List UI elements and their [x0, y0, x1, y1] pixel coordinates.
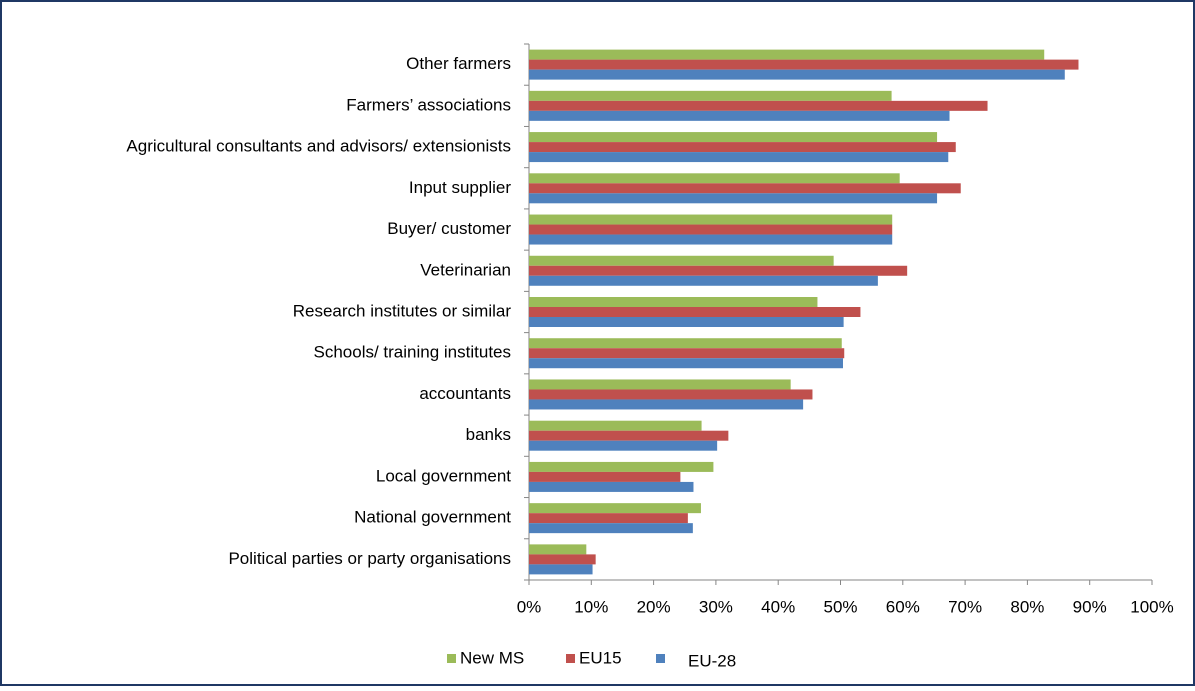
y-tick-label: Agricultural consultants and advisors/ e… — [126, 137, 511, 156]
bar — [529, 234, 893, 245]
bar — [529, 152, 949, 163]
legend-label: EU-28 — [688, 651, 736, 670]
bar — [529, 481, 694, 492]
y-tick-label: Political parties or party organisations — [228, 549, 511, 568]
x-tick-label: 40% — [761, 597, 795, 616]
legend-swatch — [566, 654, 575, 663]
x-tick-label: 90% — [1073, 597, 1107, 616]
y-tick-label: Farmers’ associations — [346, 95, 511, 114]
y-tick-label: Schools/ training institutes — [314, 343, 512, 362]
bar — [529, 554, 596, 565]
bar — [529, 430, 729, 441]
x-tick-label: 80% — [1010, 597, 1044, 616]
bar — [529, 224, 893, 235]
y-tick-label: Local government — [376, 466, 511, 485]
x-tick-label: 60% — [886, 597, 920, 616]
legend-swatch — [447, 654, 456, 663]
bar — [529, 420, 702, 431]
y-tick-label: Other farmers — [406, 54, 511, 73]
legend-label: New MS — [460, 648, 524, 667]
x-tick-label: 20% — [637, 597, 671, 616]
bar — [529, 379, 791, 390]
bar — [529, 471, 681, 482]
x-tick-label: 30% — [699, 597, 733, 616]
y-tick-label: Research institutes or similar — [293, 301, 512, 320]
y-tick-label: Veterinarian — [420, 260, 511, 279]
bar — [529, 265, 908, 276]
legend-label: EU15 — [579, 648, 622, 667]
bar — [529, 183, 961, 194]
bar — [529, 49, 1045, 60]
legend-swatch — [656, 654, 665, 663]
bar — [529, 100, 988, 111]
y-tick-label: Buyer/ customer — [387, 219, 511, 238]
bar — [529, 275, 878, 286]
bar — [529, 544, 587, 555]
bar — [529, 523, 693, 534]
y-tick-label: banks — [466, 425, 511, 444]
bar — [529, 307, 861, 317]
bar — [529, 110, 950, 121]
bar — [529, 255, 834, 266]
bar — [529, 399, 804, 410]
bar — [529, 338, 842, 349]
bar — [529, 132, 938, 143]
x-tick-label: 50% — [823, 597, 857, 616]
bar — [529, 440, 718, 451]
bar — [529, 461, 714, 472]
y-tick-label: National government — [354, 508, 511, 527]
bar — [529, 90, 892, 101]
bar — [529, 358, 843, 369]
bar — [529, 69, 1065, 80]
x-tick-label: 70% — [948, 597, 982, 616]
bar — [529, 348, 845, 359]
bar — [529, 193, 938, 204]
bar — [529, 564, 593, 575]
x-tick-label: 10% — [574, 597, 608, 616]
x-tick-label: 0% — [517, 597, 542, 616]
x-tick-label: 100% — [1130, 597, 1173, 616]
y-tick-label: Input supplier — [409, 178, 511, 197]
bar — [529, 317, 844, 327]
bar — [529, 142, 956, 153]
bar — [529, 503, 701, 514]
bar — [529, 59, 1079, 70]
bar — [529, 173, 900, 184]
bar — [529, 513, 688, 524]
y-tick-label: accountants — [419, 384, 511, 403]
bar — [529, 389, 813, 400]
bar — [529, 214, 893, 225]
bar — [529, 297, 818, 307]
